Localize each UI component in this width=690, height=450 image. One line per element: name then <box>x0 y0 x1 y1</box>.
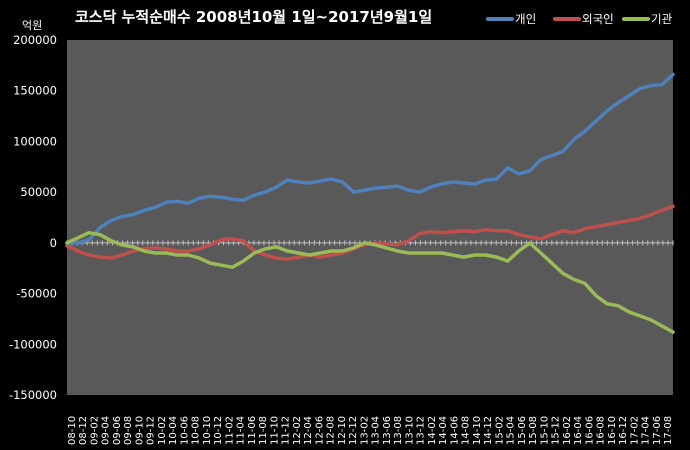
legend-label: 기관 <box>651 12 673 26</box>
x-tick-label: 16-12 <box>618 416 629 445</box>
x-tick-label: 09-08 <box>123 416 134 445</box>
y-tick-label: 200000 <box>13 33 57 47</box>
series-layer <box>65 72 675 334</box>
x-tick-label: 12-12 <box>348 416 359 445</box>
x-tick-label: 16-04 <box>573 416 584 445</box>
x-tick-label: 15-06 <box>517 416 528 445</box>
x-tick-label: 12-10 <box>337 416 348 445</box>
x-tick-label: 15-12 <box>551 416 562 445</box>
x-tick-label: 13-08 <box>393 416 404 445</box>
x-tick-label: 15-08 <box>528 416 539 445</box>
x-tick-label: 13-02 <box>359 416 370 445</box>
y-tick-label: 150000 <box>13 84 57 98</box>
x-tick-label: 14-04 <box>438 416 449 445</box>
x-tick-label: 17-06 <box>652 416 663 445</box>
x-tick-label: 14-02 <box>427 416 438 445</box>
x-tick-label: 13-06 <box>382 416 393 445</box>
x-tick-label: 09-12 <box>146 416 157 445</box>
x-tick-label: 12-02 <box>292 416 303 445</box>
x-tick-label: 17-04 <box>641 416 652 445</box>
x-tick-label: 15-02 <box>494 416 505 445</box>
y-tick-label: -150000 <box>9 388 57 402</box>
y-unit-label: 억원 <box>22 19 42 32</box>
x-tick-label: 11-02 <box>224 416 235 445</box>
x-tick-label: 10-04 <box>168 416 179 445</box>
x-tick-label: 10-02 <box>157 416 168 445</box>
x-tick-label: 13-04 <box>371 416 382 445</box>
x-tick-label: 10-10 <box>202 416 213 445</box>
x-tick-label: 14-06 <box>449 416 460 445</box>
x-tick-label: 08-10 <box>67 416 78 445</box>
x-tick-label: 09-10 <box>134 416 145 445</box>
chart-title: 코스닥 누적순매수 2008년10월 1일~2017년9월1일 <box>75 8 432 26</box>
y-tick-label: 0 <box>50 236 57 250</box>
x-tick-label: 13-10 <box>404 416 415 445</box>
x-tick-label: 11-08 <box>258 416 269 445</box>
x-tick-label: 11-12 <box>281 416 292 445</box>
x-tick-label: 16-02 <box>562 416 573 445</box>
x-tick-label: 09-04 <box>101 416 112 445</box>
x-tick-label: 17-02 <box>629 416 640 445</box>
x-tick-label: 14-12 <box>483 416 494 445</box>
x-tick-label: 14-10 <box>472 416 483 445</box>
x-tick-label: 11-04 <box>236 416 247 445</box>
x-axis: 08-10 08-12 09-02 09-04 09-06 09-08 09-10 09-12… <box>67 416 674 445</box>
x-tick-label: 14-08 <box>461 416 472 445</box>
x-tick-label: 10-12 <box>213 416 224 445</box>
y-tick-label: 100000 <box>13 134 57 148</box>
x-tick-label: 10-06 <box>179 416 190 445</box>
legend: 개인 외국인 기관 <box>486 12 673 26</box>
x-tick-label: 17-08 <box>663 416 674 445</box>
plot-area <box>67 40 673 395</box>
y-axis: 200000 150000 100000 50000 0 -50000 -100000 -15… <box>9 33 57 402</box>
x-tick-label: 09-06 <box>112 416 123 445</box>
x-tick-label: 10-08 <box>191 416 202 445</box>
legend-label: 외국인 <box>582 12 614 26</box>
x-tick-label: 16-10 <box>607 416 618 445</box>
y-tick-label: 50000 <box>20 185 57 199</box>
series-line <box>65 230 675 334</box>
x-tick-label: 15-04 <box>506 416 517 445</box>
x-tick-label: 13-12 <box>416 416 427 445</box>
y-tick-label: -100000 <box>9 337 57 351</box>
x-tick-label: 12-06 <box>314 416 325 445</box>
y-tick-label: -50000 <box>16 287 57 301</box>
legend-label: 개인 <box>515 12 536 26</box>
x-tick-label: 12-04 <box>303 416 314 445</box>
x-tick-label: 16-06 <box>584 416 595 445</box>
x-tick-label: 12-08 <box>326 416 337 445</box>
x-tick-label: 09-02 <box>89 416 100 445</box>
x-tick-label: 08-12 <box>78 416 89 445</box>
x-tick-label: 15-10 <box>539 416 550 445</box>
series-line <box>65 72 675 245</box>
x-tick-label: 11-10 <box>269 416 280 445</box>
x-tick-label: 11-06 <box>247 416 258 445</box>
x-tick-label: 16-08 <box>596 416 607 445</box>
